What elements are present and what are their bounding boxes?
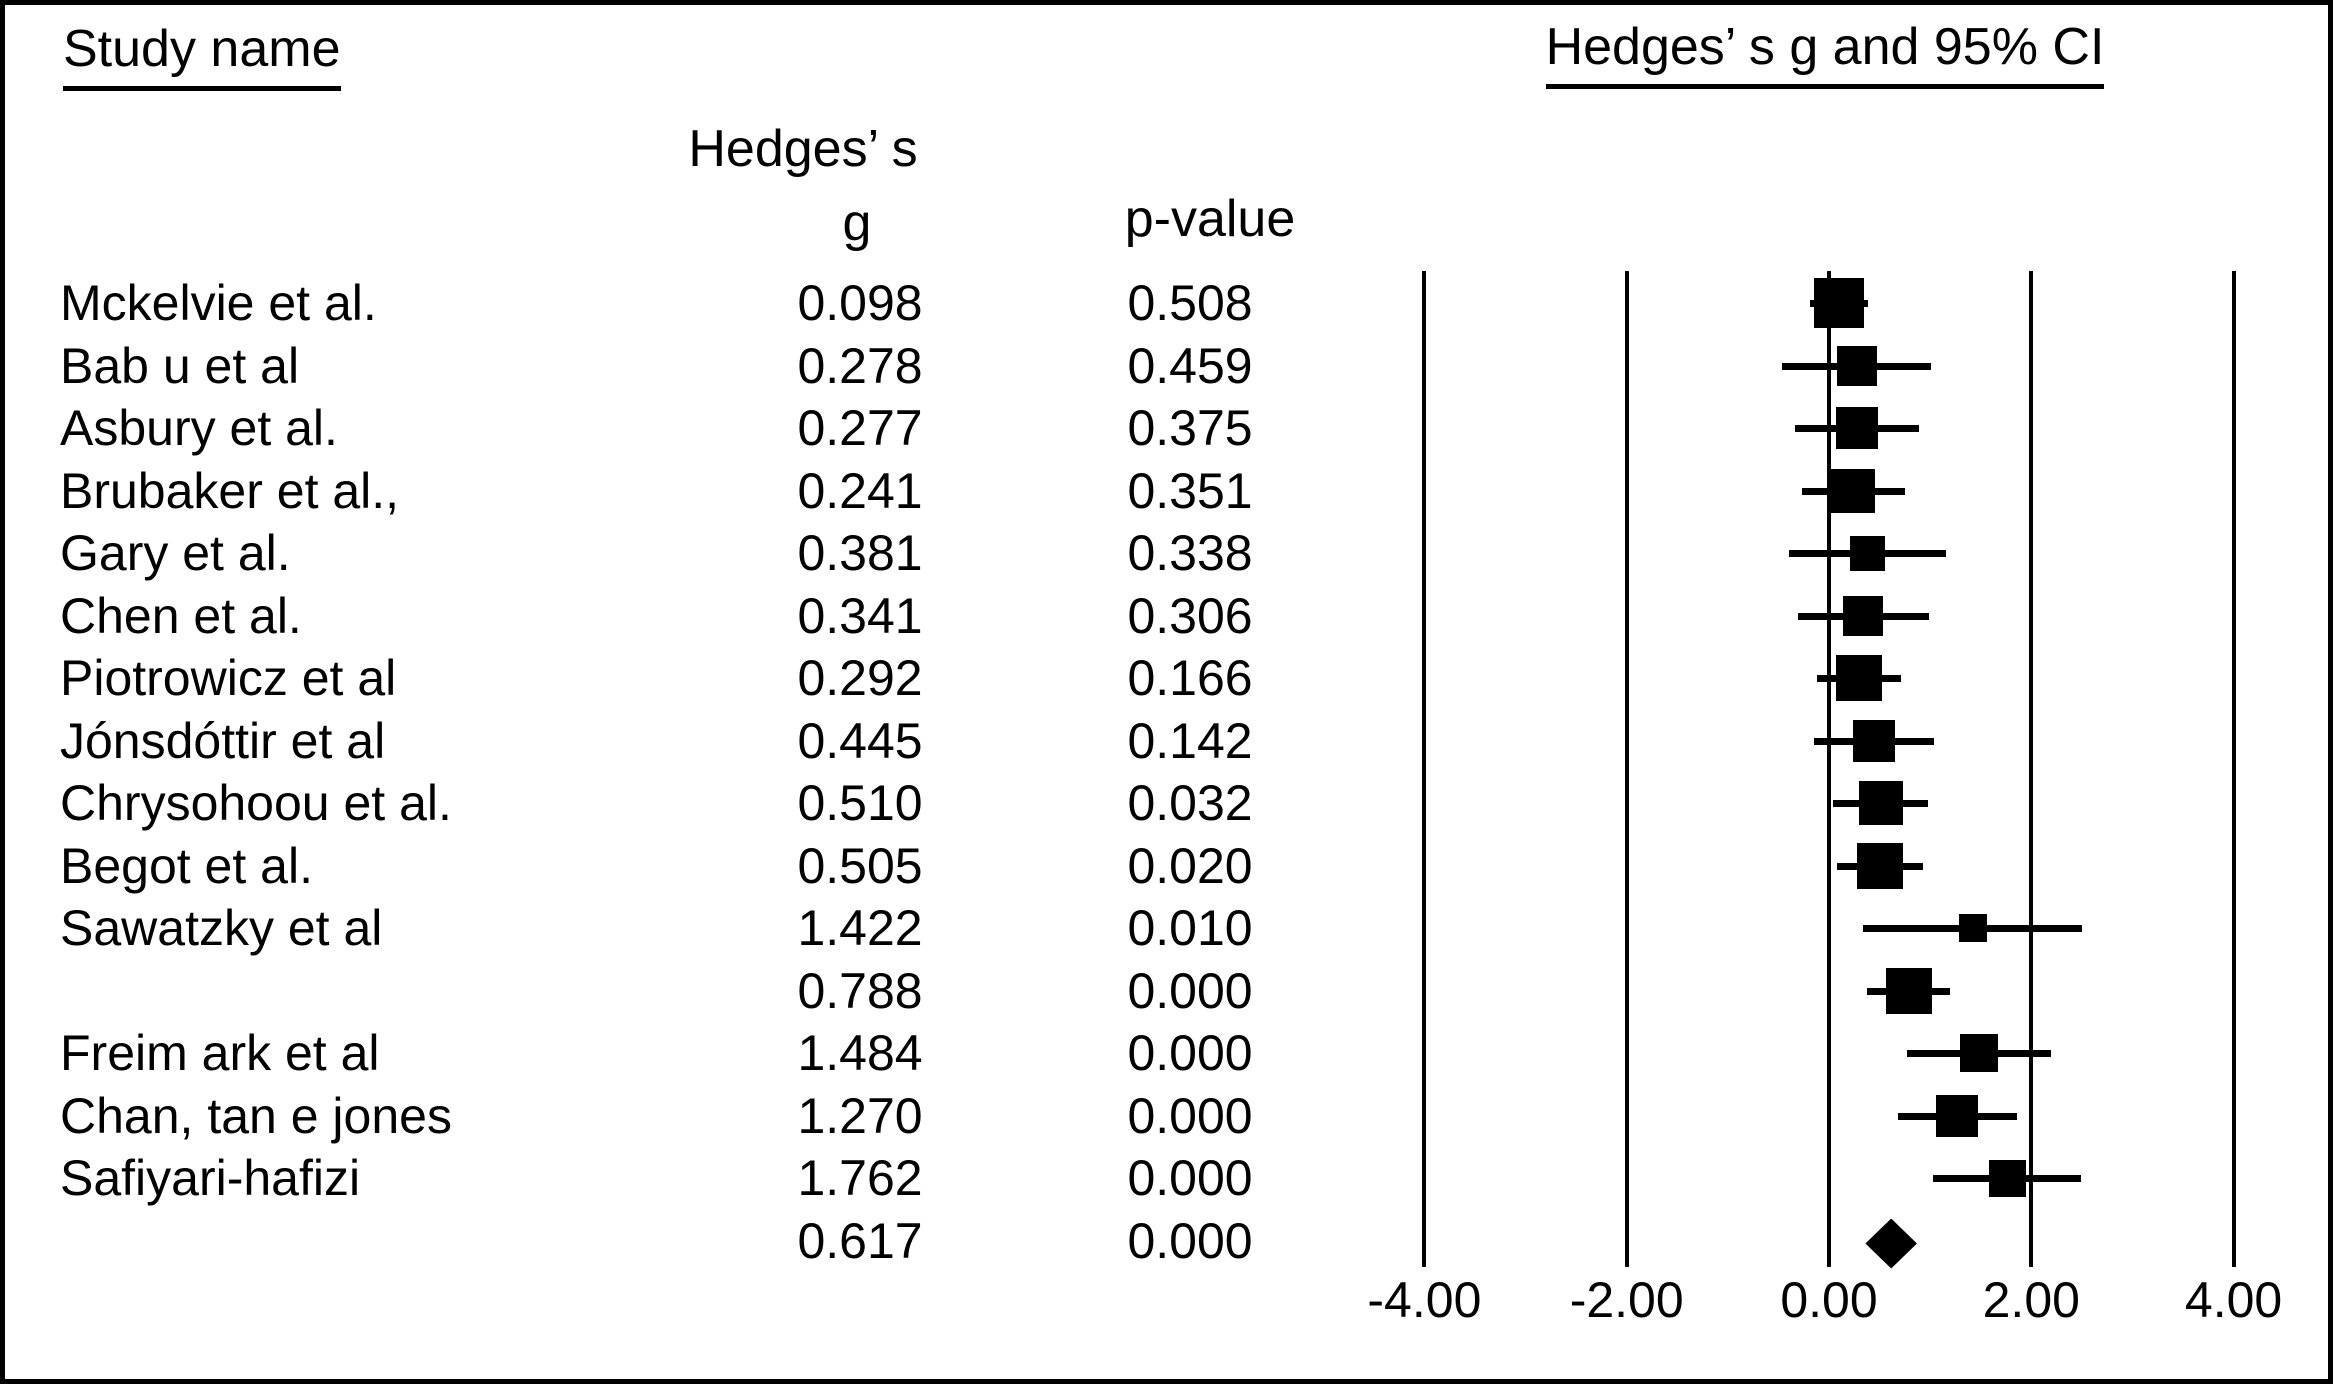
axis-reference-line xyxy=(1422,271,1427,1267)
p-value: 0.351 xyxy=(1127,462,1253,519)
hedges-g-value: 0.241 xyxy=(797,462,923,519)
p-value: 0.000 xyxy=(1127,1087,1253,1144)
hedges-g-value: 1.762 xyxy=(797,1150,923,1206)
hedges-g-value: 0.341 xyxy=(797,587,923,644)
hedges-g-value: 0.445 xyxy=(797,712,923,769)
axis-tick-label: 0.00 xyxy=(1780,1272,1878,1328)
hedges-g-value: 1.270 xyxy=(797,1087,923,1144)
study-row-name: Safiyari-hafizi xyxy=(60,1150,361,1206)
p-value: 0.166 xyxy=(1127,650,1253,706)
plot-title-label: Hedges’ s g and 95% CI xyxy=(1545,19,2105,89)
summary-diamond xyxy=(1865,1218,1917,1269)
axis-reference-line xyxy=(2029,271,2034,1267)
effect-size-square xyxy=(1988,1159,2026,1197)
study-row-name: Piotrowicz et al xyxy=(60,650,397,706)
plot-title: Hedges’ s g and 95% CI xyxy=(1435,19,2215,89)
effect-size-square xyxy=(1831,468,1876,513)
effect-size-square xyxy=(1853,719,1895,762)
hedges-g-value: 0.277 xyxy=(797,400,923,456)
effect-size-square xyxy=(1858,781,1903,825)
effect-size-square xyxy=(1885,967,1932,1014)
p-value: 0.010 xyxy=(1127,900,1253,956)
hedges-g-value: 0.381 xyxy=(797,525,923,581)
effect-size-square xyxy=(1850,535,1886,571)
hedges-g-column-header-line2: g xyxy=(842,194,872,252)
study-row-name: Jónsdóttir et al xyxy=(60,712,386,769)
study-row-name: Bab u et al xyxy=(60,337,300,394)
p-value: 0.020 xyxy=(1127,837,1253,894)
p-value: 0.000 xyxy=(1127,1150,1253,1206)
p-value: 0.000 xyxy=(1127,1212,1253,1269)
hedges-g-value: 0.617 xyxy=(797,1212,923,1269)
effect-size-square xyxy=(1936,1094,1979,1137)
effect-size-square xyxy=(1836,407,1879,449)
hedges-g-value: 0.788 xyxy=(797,962,923,1019)
axis-reference-line xyxy=(1624,271,1629,1267)
hedges-g-value: 0.098 xyxy=(797,275,923,331)
axis-tick-label: 2.00 xyxy=(1982,1272,2080,1328)
p-value: 0.459 xyxy=(1127,337,1253,394)
hedges-g-value: 0.292 xyxy=(797,650,923,706)
study-row-name: Mckelvie et al. xyxy=(60,275,377,331)
p-value: 0.000 xyxy=(1127,1025,1253,1081)
effect-size-square xyxy=(1835,655,1882,701)
p-value: 0.032 xyxy=(1127,775,1253,831)
hedges-g-value: 0.510 xyxy=(797,775,923,831)
effect-size-square xyxy=(1960,1034,1999,1072)
study-name-header: Study name xyxy=(63,21,341,91)
study-row-name: Brubaker et al., xyxy=(60,462,400,519)
hedges-g-column-header-line1: Hedges’ s xyxy=(688,120,918,178)
study-row-name: Chen et al. xyxy=(60,587,302,644)
study-row-name: Begot et al. xyxy=(60,837,313,894)
axis-tick-label: -4.00 xyxy=(1367,1272,1482,1328)
study-row-name: Freim ark et al xyxy=(60,1025,380,1081)
hedges-g-value: 0.278 xyxy=(797,337,923,394)
axis-tick-label: -2.00 xyxy=(1569,1272,1684,1328)
study-row-name: Chan, tan e jones xyxy=(60,1087,452,1144)
hedges-g-value: 1.484 xyxy=(797,1025,923,1081)
p-value: 0.375 xyxy=(1127,400,1253,456)
axis-tick-label: 4.00 xyxy=(2184,1272,2283,1328)
effect-size-square xyxy=(1843,595,1884,636)
p-value: 0.306 xyxy=(1127,587,1253,644)
study-row-name: Sawatzky et al xyxy=(60,900,383,956)
effect-size-square xyxy=(1857,842,1904,889)
effect-size-square xyxy=(1837,345,1878,386)
p-value-column-header: p-value xyxy=(1124,190,1296,248)
study-row-name: Asbury et al. xyxy=(60,400,338,456)
hedges-g-value: 0.505 xyxy=(797,837,923,894)
p-value: 0.142 xyxy=(1127,712,1253,769)
hedges-g-value: 1.422 xyxy=(797,900,923,956)
study-name-header-label: Study name xyxy=(63,21,341,91)
effect-size-square xyxy=(1958,914,1987,942)
p-value: 0.000 xyxy=(1127,962,1253,1019)
p-value: 0.338 xyxy=(1127,525,1253,581)
axis-reference-line xyxy=(2231,271,2236,1267)
study-row-name: Chrysohoou et al. xyxy=(60,775,452,831)
study-row-name: Gary et al. xyxy=(60,525,291,581)
axis-reference-line xyxy=(1827,271,1831,1267)
p-value: 0.508 xyxy=(1127,275,1253,331)
effect-size-square xyxy=(1813,278,1864,328)
